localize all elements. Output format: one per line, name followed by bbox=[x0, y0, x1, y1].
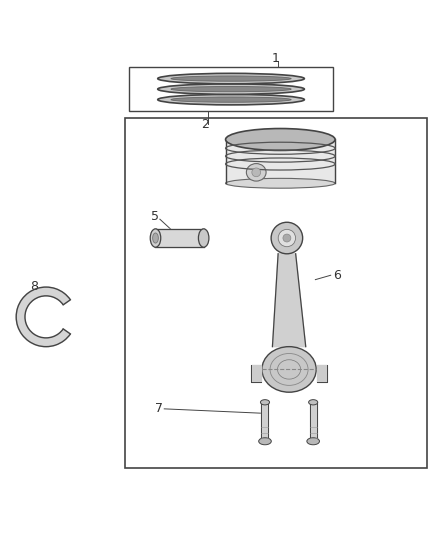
Ellipse shape bbox=[283, 234, 291, 242]
Text: 1: 1 bbox=[272, 52, 279, 65]
Polygon shape bbox=[272, 254, 306, 346]
Ellipse shape bbox=[259, 438, 271, 445]
Text: 8: 8 bbox=[30, 280, 38, 293]
Ellipse shape bbox=[261, 400, 269, 405]
Ellipse shape bbox=[171, 97, 291, 102]
Ellipse shape bbox=[309, 400, 318, 405]
Ellipse shape bbox=[246, 164, 266, 181]
Polygon shape bbox=[226, 140, 335, 183]
Ellipse shape bbox=[152, 233, 158, 243]
Ellipse shape bbox=[158, 94, 304, 105]
Bar bbox=[129, 67, 333, 111]
Ellipse shape bbox=[150, 229, 161, 247]
Ellipse shape bbox=[198, 229, 209, 247]
Polygon shape bbox=[16, 287, 71, 346]
Ellipse shape bbox=[252, 168, 261, 177]
Polygon shape bbox=[155, 229, 204, 247]
Ellipse shape bbox=[158, 74, 304, 84]
Ellipse shape bbox=[278, 229, 296, 247]
Polygon shape bbox=[251, 365, 261, 382]
Ellipse shape bbox=[158, 84, 304, 94]
Polygon shape bbox=[317, 365, 327, 382]
Ellipse shape bbox=[271, 222, 303, 254]
Text: 7: 7 bbox=[155, 402, 163, 415]
Ellipse shape bbox=[307, 438, 319, 445]
Ellipse shape bbox=[226, 128, 335, 150]
Ellipse shape bbox=[226, 179, 335, 188]
Text: 6: 6 bbox=[333, 269, 341, 282]
Bar bbox=[125, 118, 427, 468]
Ellipse shape bbox=[262, 346, 316, 392]
Ellipse shape bbox=[171, 76, 291, 81]
Bar bbox=[261, 402, 268, 441]
Ellipse shape bbox=[171, 86, 291, 92]
Polygon shape bbox=[261, 402, 268, 441]
Text: 5: 5 bbox=[151, 209, 159, 223]
Polygon shape bbox=[310, 402, 317, 441]
Text: 2: 2 bbox=[201, 118, 209, 131]
Bar bbox=[310, 402, 317, 441]
